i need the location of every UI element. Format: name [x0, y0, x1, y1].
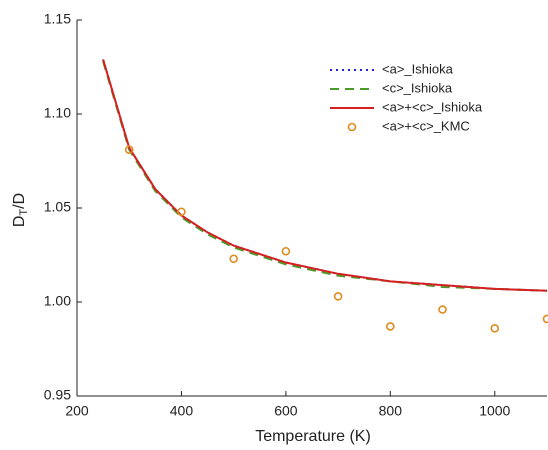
legend-label: <a>+<c>_Ishioka [382, 99, 483, 114]
data-point [333, 292, 343, 301]
y-tick-label: 1.00 [44, 293, 71, 309]
legend-label: <a>_Ishioka [382, 61, 454, 76]
data-point [490, 324, 500, 333]
x-tick-label: 800 [379, 403, 403, 419]
legend-label: <a>+<c>_KMC [382, 118, 470, 133]
legend-swatch [347, 122, 357, 132]
series-line [102, 61, 548, 292]
x-tick-label: 400 [170, 403, 194, 419]
y-tick-label: 1.15 [44, 11, 71, 27]
y-tick-label: 1.10 [44, 105, 71, 121]
data-point [229, 254, 238, 264]
y-tick-label: 0.95 [44, 387, 71, 403]
x-tick-label: 1000 [479, 403, 510, 419]
y-label-main: D [11, 216, 28, 228]
x-tick-label: 600 [274, 403, 298, 419]
data-point [542, 314, 548, 324]
x-axis-label: Temperature (K) [255, 428, 371, 445]
y-axis-label: DT/D [11, 193, 30, 227]
data-point [438, 305, 447, 314]
y-label-sub: T [18, 209, 30, 216]
y-tick-label: 1.05 [44, 199, 71, 215]
data-point [281, 246, 291, 256]
data-point [177, 207, 186, 217]
legend-label: <c>_Ishioka [382, 80, 453, 95]
data-point [124, 145, 134, 155]
series-line [102, 59, 548, 292]
y-label-end: /D [11, 193, 28, 209]
data-point [386, 322, 395, 331]
series-line [102, 59, 548, 292]
x-tick-label: 200 [65, 403, 89, 419]
